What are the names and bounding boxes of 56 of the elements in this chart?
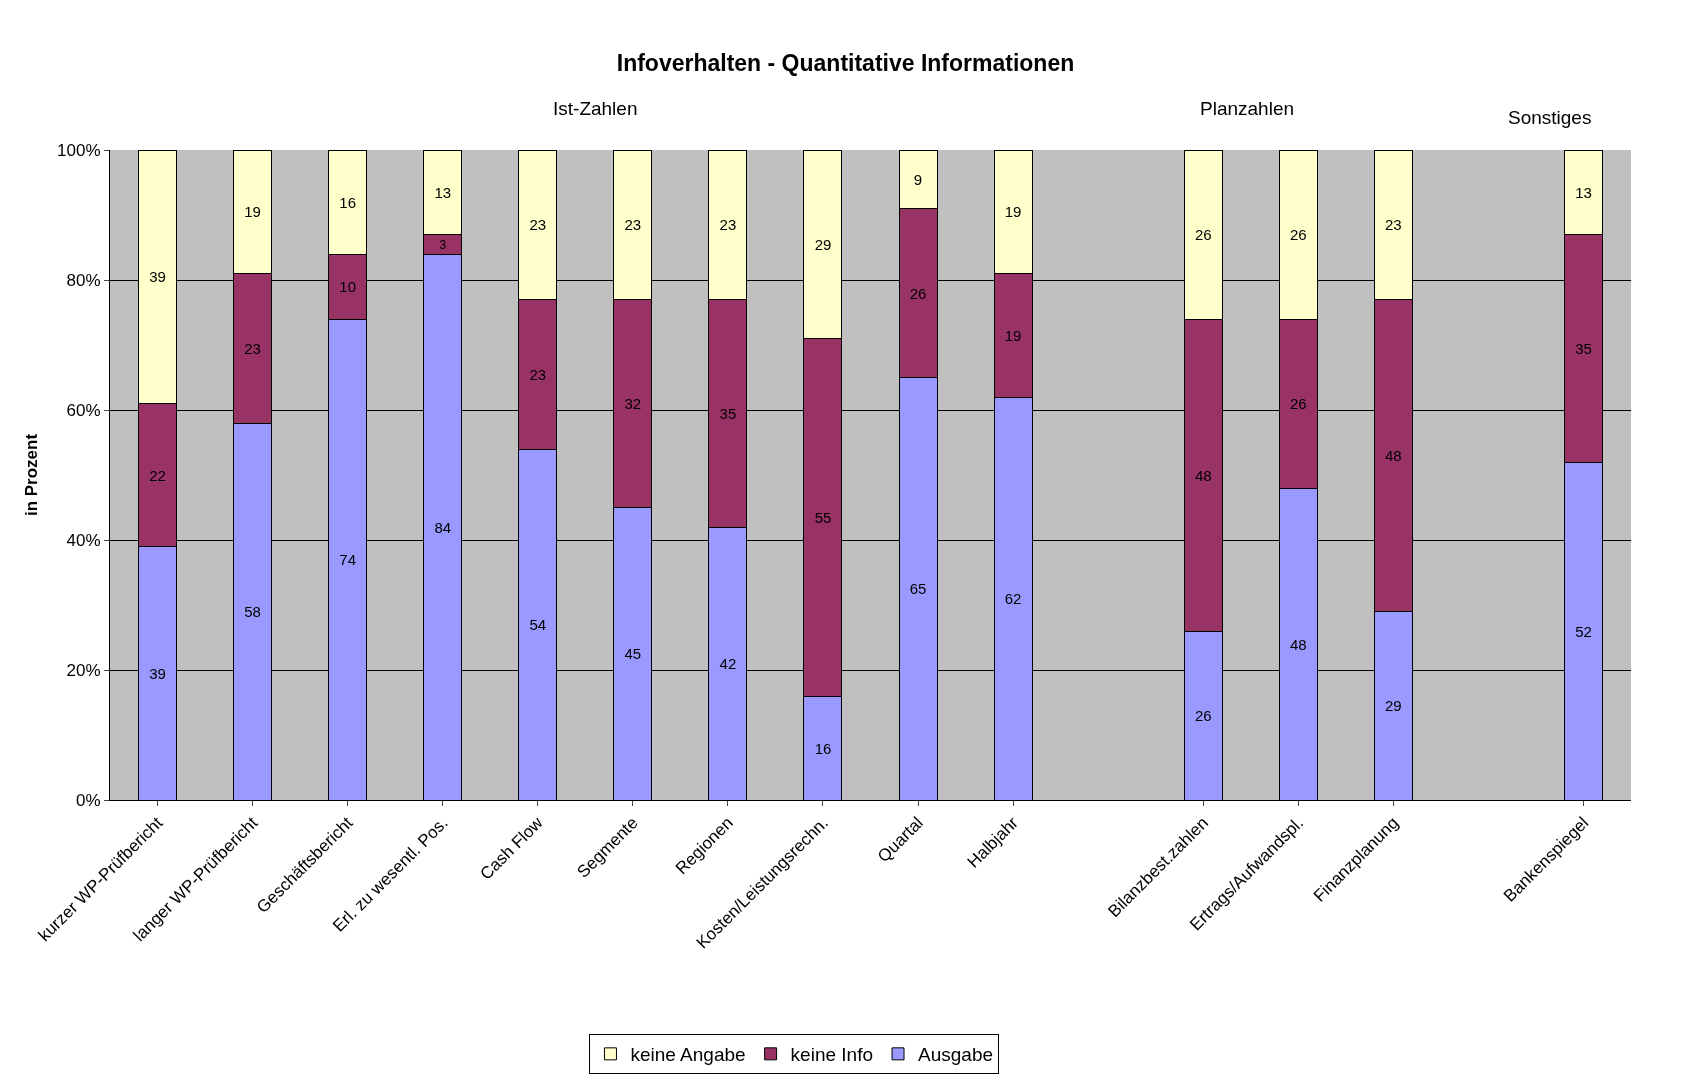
- data-label: 29: [1385, 697, 1402, 715]
- data-label: 23: [244, 339, 261, 357]
- data-label: 26: [1194, 226, 1212, 243]
- data-label: 3: [439, 237, 447, 252]
- data-label: 52: [1575, 622, 1592, 640]
- data-label: 13: [434, 183, 452, 201]
- data-label: 23: [719, 216, 737, 234]
- data-label: 23: [1385, 216, 1402, 234]
- data-label: 42: [719, 655, 737, 672]
- data-label: 48: [1194, 466, 1212, 484]
- data-label: 16: [814, 739, 832, 757]
- y-tick-label: 60%: [66, 400, 101, 420]
- data-label: 39: [149, 268, 166, 286]
- data-label: 62: [1004, 590, 1022, 607]
- data-label: 22: [149, 466, 166, 484]
- data-label: 84: [434, 518, 452, 536]
- data-label: 19: [1004, 326, 1022, 344]
- data-label: 19: [244, 203, 261, 221]
- data-label: 9: [913, 170, 923, 188]
- text: Planzahlen: [1200, 98, 1295, 119]
- legend-label: Ausgabe: [918, 1044, 994, 1066]
- text: Ist-Zahlen: [553, 98, 638, 119]
- data-label: 19: [1004, 203, 1022, 221]
- data-label: 29: [814, 235, 832, 253]
- data-label: 65: [909, 580, 927, 598]
- data-label: 16: [339, 193, 356, 211]
- y-axis-title: in Prozent: [21, 433, 41, 517]
- data-label: 23: [624, 216, 642, 234]
- data-label: 23: [529, 365, 547, 383]
- y-tick-label: 20%: [66, 660, 101, 680]
- data-label: 48: [1289, 635, 1307, 653]
- data-label: 26: [1194, 707, 1212, 724]
- data-label: 32: [624, 395, 642, 412]
- data-label: 35: [719, 404, 737, 422]
- data-label: 48: [1385, 447, 1402, 464]
- y-tick-label: 40%: [66, 530, 101, 550]
- data-label: 35: [1575, 339, 1592, 357]
- legend-label: keine Angabe: [630, 1044, 746, 1066]
- data-label: 54: [529, 616, 547, 633]
- legend-label: keine Info: [790, 1044, 874, 1066]
- chart-title: Infoverhalten - Quantitative Informationen: [616, 49, 1075, 76]
- data-label: 45: [624, 645, 642, 663]
- data-label: 74: [339, 551, 356, 568]
- y-tick-label: 100%: [57, 140, 101, 160]
- data-label: 13: [1575, 183, 1592, 201]
- data-label: 55: [814, 508, 832, 526]
- data-label: 39: [149, 664, 166, 682]
- data-label: 10: [339, 278, 356, 295]
- data-label: 26: [1289, 226, 1307, 243]
- y-tick-label: 80%: [66, 270, 101, 290]
- text: Sonstiges: [1508, 107, 1592, 128]
- data-label: 26: [1289, 395, 1307, 412]
- data-label: 58: [244, 603, 261, 620]
- data-label: 26: [909, 284, 927, 302]
- data-label: 23: [529, 216, 547, 234]
- y-tick-label: 0%: [76, 790, 101, 810]
